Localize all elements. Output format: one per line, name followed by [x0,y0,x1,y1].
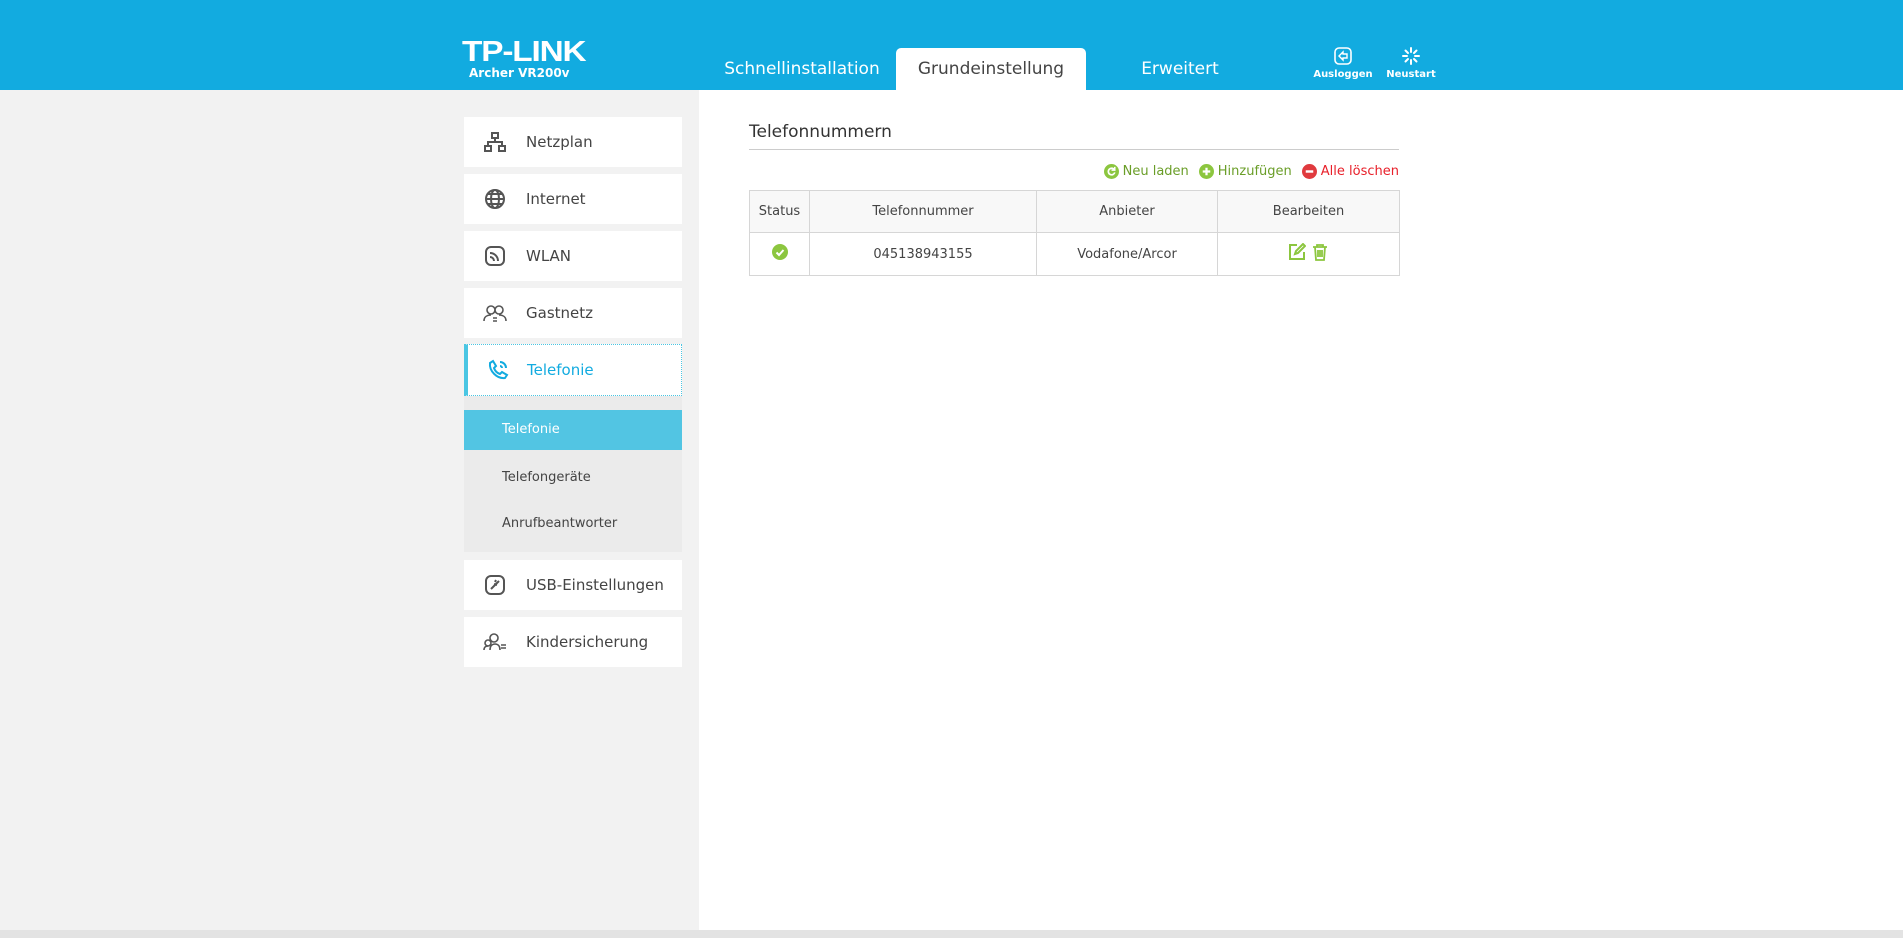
tp-link-logo: TP-LINK [462,36,587,68]
submenu-item-telefongeraete[interactable]: Telefongeräte [502,470,591,485]
sidebar-item-gastnetz[interactable]: Gastnetz [464,288,682,338]
sidebar-item-wlan[interactable]: WLAN [464,231,682,281]
column-header-edit: Bearbeiten [1217,190,1400,233]
submenu-item-anrufbeantworter[interactable]: Anrufbeantworter [502,516,618,531]
edit-cell [1217,232,1400,276]
network-map-icon [464,132,526,152]
table-actions: Neu laden Hinzufügen Alle löschen [1103,164,1399,179]
page-title: Telefonnummern [749,122,892,142]
sidebar-item-label: Internet [526,190,586,208]
sidebar-item-label: Netzplan [526,133,593,151]
reload-label: Neu laden [1122,164,1189,179]
top-header: TP-LINK Archer VR200v Schnellinstallatio… [0,0,1903,90]
title-divider [749,149,1399,150]
sidebar-item-label: Gastnetz [526,304,594,322]
sidebar-item-label: WLAN [526,247,572,265]
sidebar-item-kindersicherung[interactable]: Kindersicherung [464,617,682,667]
sidebar-item-label: Kindersicherung [526,633,649,651]
column-header-provider: Anbieter [1036,190,1218,233]
phone-numbers-table: Status Telefonnummer Anbieter Bearbeiten… [749,190,1400,276]
table-row: 045138943155 Vodafone/Arcor [749,232,1400,276]
sidebar-item-label: USB-Einstellungen [526,576,664,594]
edit-icon[interactable] [1288,242,1307,261]
restart-label: Neustart [1386,69,1436,80]
model-name: Archer VR200v [469,66,570,80]
tab-schnellinstallation[interactable]: Schnellinstallation [724,59,880,79]
trash-icon[interactable] [1311,243,1329,261]
reload-button[interactable]: Neu laden [1103,164,1189,179]
submenu-item-telefonie[interactable]: Telefonie [464,410,682,450]
parental-control-icon [464,633,526,651]
restart-button[interactable]: Neustart [1376,46,1446,80]
plus-icon [1198,164,1214,179]
sidebar-item-telefonie[interactable]: Telefonie [464,344,682,396]
add-button[interactable]: Hinzufügen [1198,164,1292,179]
sidebar-item-internet[interactable]: Internet [464,174,682,224]
status-cell [749,232,810,276]
column-header-status: Status [749,190,810,233]
delete-all-label: Alle löschen [1320,164,1399,179]
table-header: Status Telefonnummer Anbieter Bearbeiten [749,190,1400,233]
delete-all-button[interactable]: Alle löschen [1301,164,1399,179]
usb-icon [464,574,526,596]
add-label: Hinzufügen [1217,164,1292,179]
guest-network-icon [464,304,526,322]
tab-erweitert[interactable]: Erweitert [1141,59,1219,79]
number-cell: 045138943155 [809,232,1037,276]
check-icon [771,244,788,260]
sidebar-item-usb[interactable]: USB-Einstellungen [464,560,682,610]
logout-button[interactable]: Ausloggen [1308,46,1378,80]
refresh-icon [1103,164,1119,179]
logout-label: Ausloggen [1313,69,1373,80]
tab-grundeinstellung[interactable]: Grundeinstellung [896,48,1086,90]
logout-icon [1334,47,1352,65]
globe-icon [464,188,526,210]
bottom-bar [0,930,1903,938]
wireless-icon [464,245,526,267]
column-header-number: Telefonnummer [809,190,1037,233]
restart-icon [1402,47,1420,65]
phone-icon [468,359,527,381]
provider-cell: Vodafone/Arcor [1036,232,1218,276]
minus-icon [1301,164,1317,179]
sidebar-item-label: Telefonie [527,361,594,379]
sidebar-item-netzplan[interactable]: Netzplan [464,117,682,167]
